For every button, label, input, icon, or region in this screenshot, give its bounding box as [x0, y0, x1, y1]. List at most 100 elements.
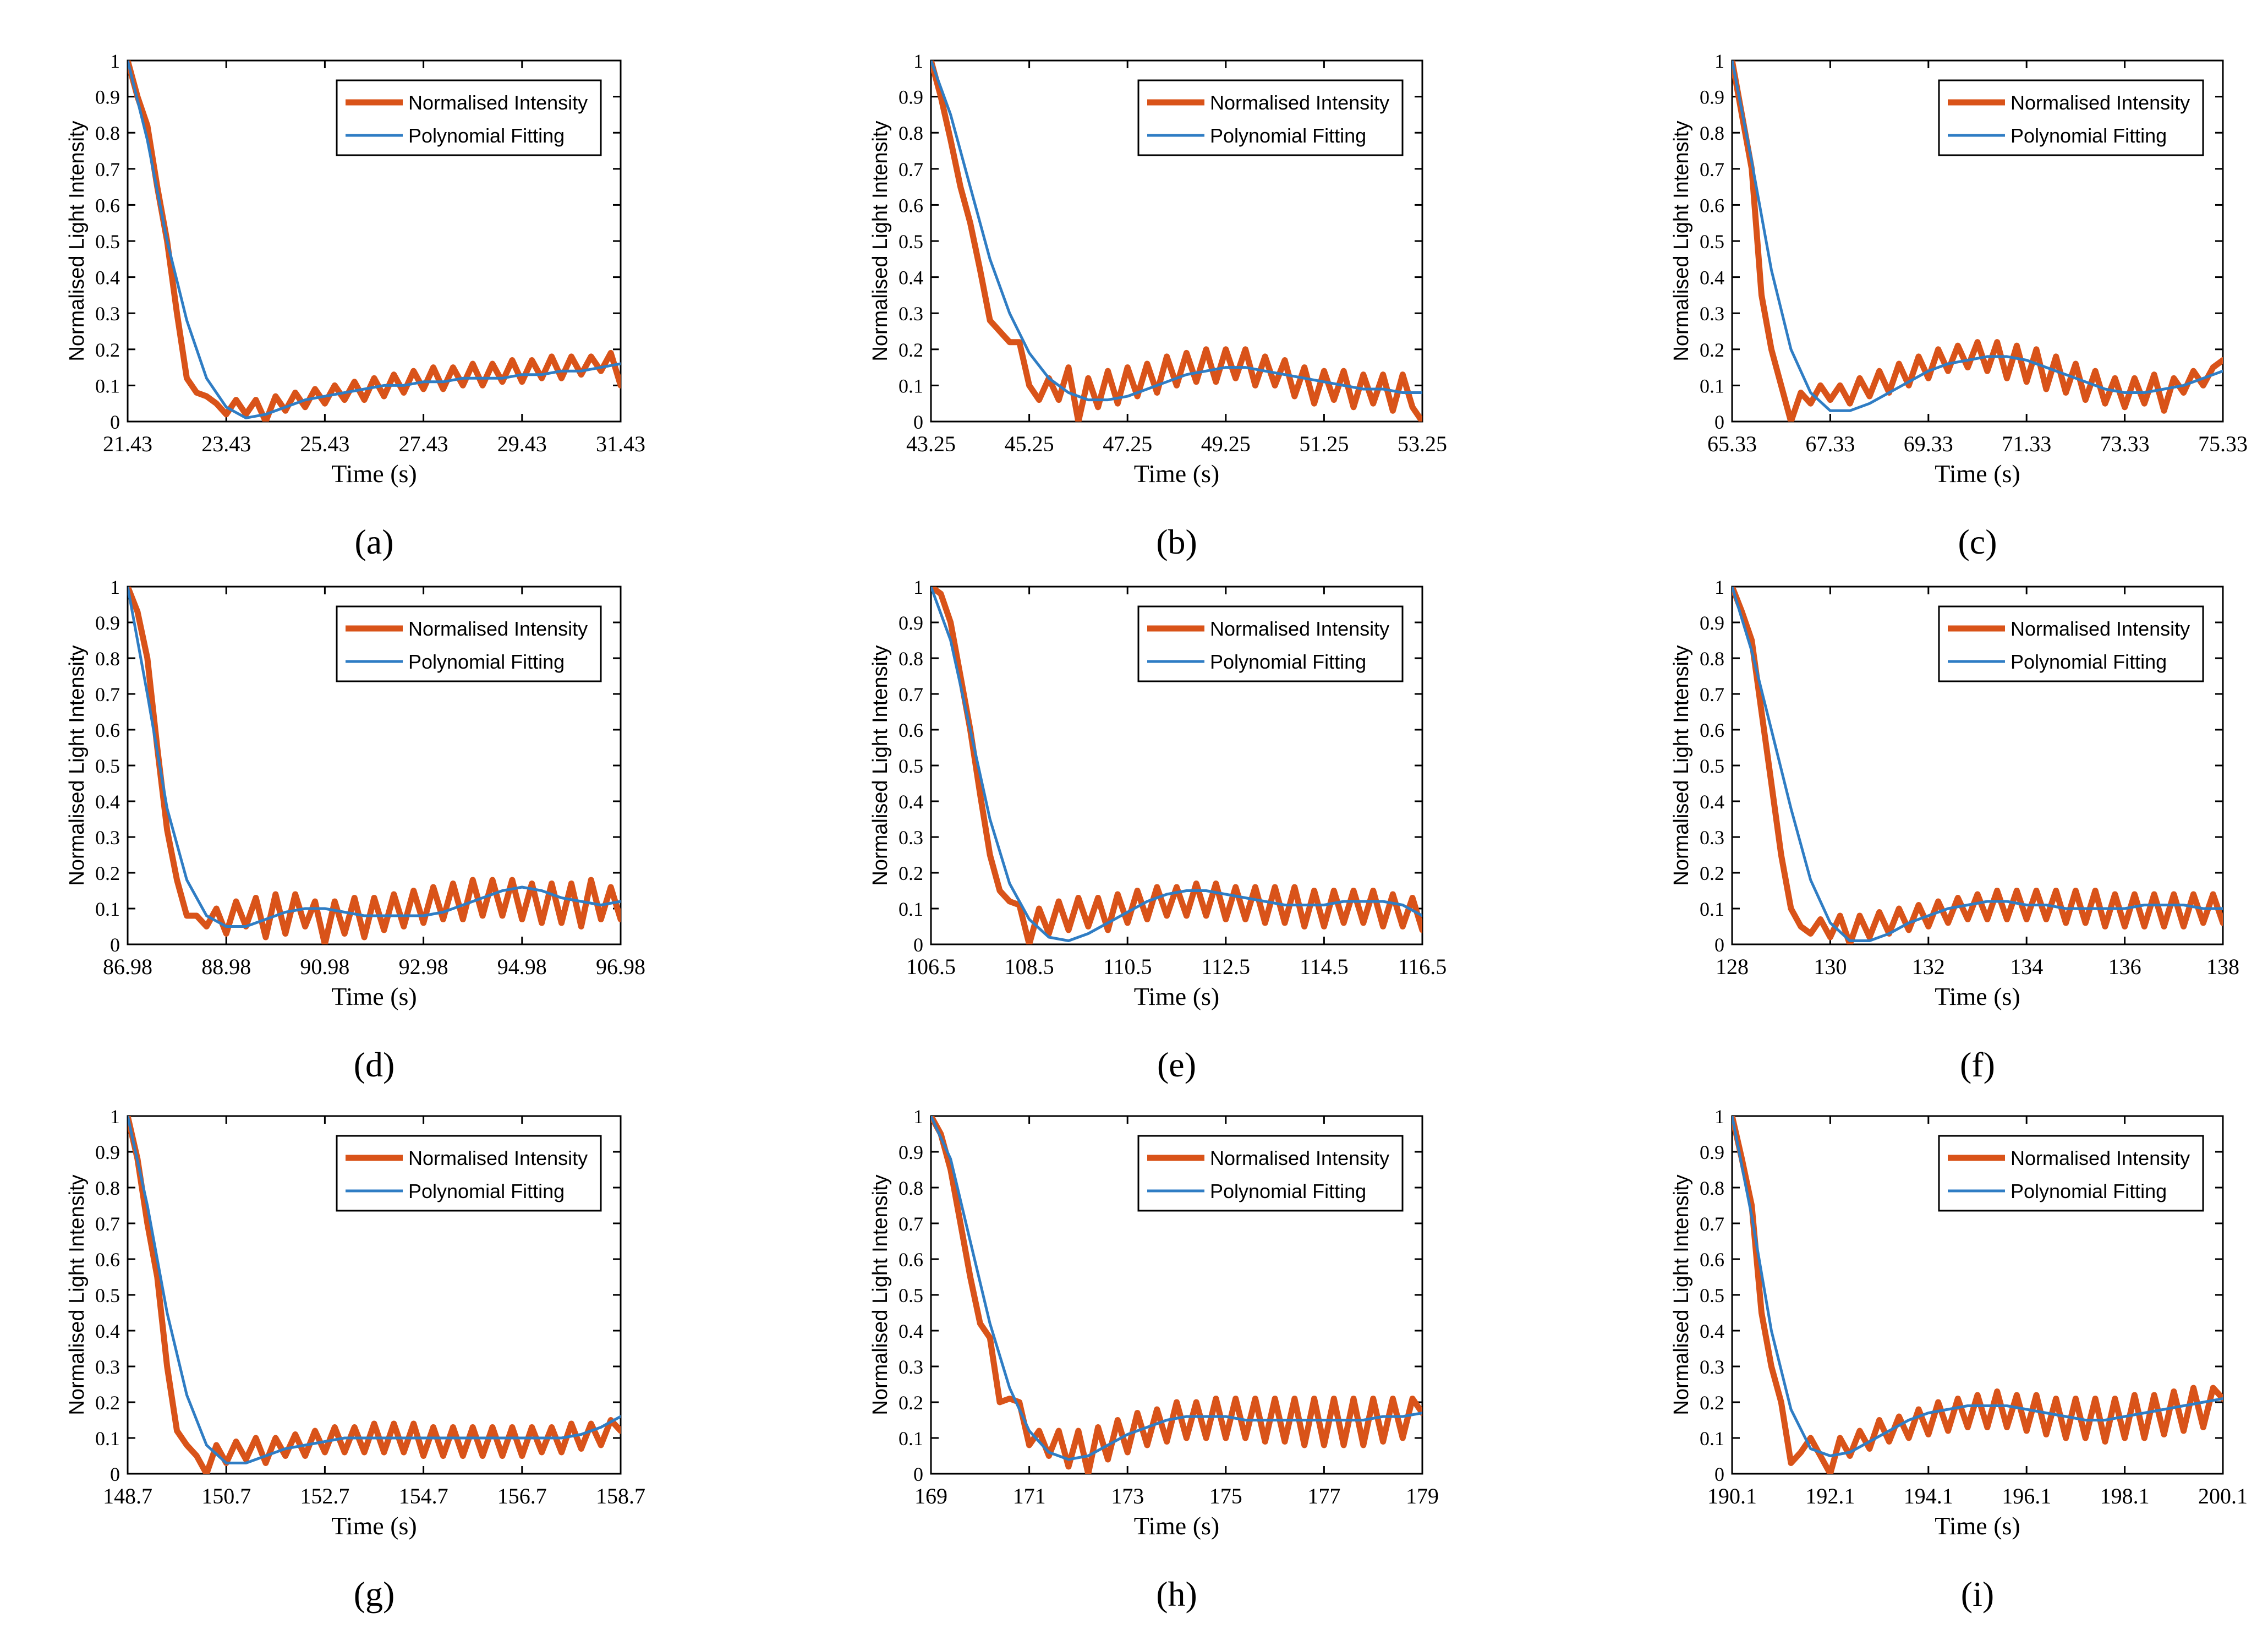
panel-label: (a): [354, 522, 393, 561]
y-tick-label: 1: [110, 1106, 120, 1128]
legend-entry: Polynomial Fitting: [2010, 124, 2167, 147]
polynomial-fitting-line: [931, 587, 1422, 942]
y-tick-label: 0.7: [899, 158, 923, 181]
x-tick-label: 169: [914, 1484, 947, 1508]
chart-panel: 0 0.1 0.2 0.3 0.4 0.5 0.6 0.7 0.8 0.9 1 43.25 45.25 4…: [869, 50, 1447, 561]
y-tick-label: 0.6: [1700, 1249, 1724, 1271]
normalised-intensity-line: [128, 1116, 621, 1474]
x-tick-label: 25.43: [300, 431, 349, 456]
x-tick-label: 116.5: [1398, 954, 1447, 979]
y-tick-label: 0.2: [899, 339, 923, 361]
x-axis-label: Time (s): [331, 460, 417, 488]
y-tick-label: 0.9: [899, 86, 923, 108]
y-tick-label: 0.2: [1700, 339, 1724, 361]
x-axis-label: Time (s): [331, 982, 417, 1010]
legend: Normalised Intensity Polynomial Fitting: [1137, 1135, 1404, 1212]
legend-entry: Polynomial Fitting: [1210, 1180, 1366, 1202]
x-tick-label: 136: [2108, 954, 2141, 979]
x-tick-label: 86.98: [103, 954, 152, 979]
x-tick-label: 94.98: [497, 954, 547, 979]
polynomial-fitting-line: [1732, 1116, 2223, 1457]
y-tick-label: 0: [110, 934, 120, 956]
y-tick-label: 0.5: [1700, 231, 1724, 253]
y-tick-label: 0.7: [95, 158, 120, 181]
y-tick-label: 0.2: [95, 339, 120, 361]
y-tick-label: 0.4: [95, 791, 120, 813]
y-tick-label: 0.4: [1700, 267, 1724, 289]
x-tick-label: 148.7: [103, 1484, 152, 1508]
normalised-intensity-line: [931, 61, 1422, 422]
y-tick-label: 0: [1714, 934, 1724, 956]
x-tick-label: 43.25: [906, 431, 956, 456]
x-tick-label: 67.33: [1805, 431, 1855, 456]
x-tick-label: 29.43: [497, 431, 547, 456]
x-tick-label: 200.1: [2198, 1484, 2248, 1508]
x-tick-label: 175: [1209, 1484, 1242, 1508]
legend: Normalised Intensity Polynomial Fitting: [1137, 79, 1404, 156]
chart-panel: 0 0.1 0.2 0.3 0.4 0.5 0.6 0.7 0.8 0.9 1 169 171 173 17…: [869, 1106, 1439, 1614]
normalised-intensity-line: [931, 1116, 1422, 1474]
x-tick-label: 73.33: [2100, 431, 2150, 456]
y-tick-label: 0: [913, 934, 923, 956]
legend-entry: Normalised Intensity: [408, 617, 588, 640]
y-tick-label: 0.7: [899, 1213, 923, 1235]
y-tick-label: 0.3: [1700, 1356, 1724, 1378]
x-tick-label: 49.25: [1201, 431, 1251, 456]
x-tick-label: 194.1: [1904, 1484, 1953, 1508]
x-axis-label: Time (s): [1935, 460, 2020, 488]
polynomial-fitting-line: [931, 1116, 1422, 1461]
y-tick-label: 0.5: [95, 755, 120, 777]
y-tick-label: 0.9: [1700, 1141, 1724, 1163]
x-tick-label: 152.7: [300, 1484, 349, 1508]
y-tick-label: 0.6: [899, 194, 923, 216]
y-tick-label: 1: [913, 576, 923, 598]
legend-entry: Polynomial Fitting: [408, 1180, 565, 1202]
y-tick-label: 0.4: [1700, 1320, 1724, 1342]
y-tick-label: 0.9: [1700, 612, 1724, 634]
y-tick-label: 0.9: [1700, 86, 1724, 108]
y-tick-label: 0: [1714, 411, 1724, 433]
panel-label: (e): [1157, 1045, 1196, 1084]
y-tick-label: 0.9: [95, 1141, 120, 1163]
x-axis-label: Time (s): [1134, 460, 1220, 488]
chart-panel: 0 0.1 0.2 0.3 0.4 0.5 0.6 0.7 0.8 0.9 1 148.7 150.7 1…: [65, 1106, 645, 1614]
x-tick-label: 196.1: [2002, 1484, 2051, 1508]
legend-entry: Normalised Intensity: [1210, 1147, 1389, 1169]
x-tick-label: 138: [2206, 954, 2239, 979]
y-tick-label: 0.7: [899, 683, 923, 706]
legend-entry: Polynomial Fitting: [2010, 650, 2167, 673]
y-axis-label: Normalised Light Intensity: [869, 645, 892, 885]
y-tick-label: 0: [1714, 1463, 1724, 1485]
x-tick-label: 90.98: [300, 954, 349, 979]
legend-box: [1938, 1135, 2204, 1212]
y-tick-label: 1: [913, 1106, 923, 1128]
y-tick-label: 0.5: [899, 1284, 923, 1306]
x-tick-label: 179: [1406, 1484, 1439, 1508]
y-tick-label: 0.8: [1700, 122, 1724, 144]
polynomial-fitting-line: [931, 61, 1422, 402]
x-tick-label: 177: [1307, 1484, 1340, 1508]
y-tick-label: 0.3: [899, 1356, 923, 1378]
chart-panel: 0 0.1 0.2 0.3 0.4 0.5 0.6 0.7 0.8 0.9 1 21.43 23.43 2…: [65, 50, 645, 561]
x-axis-label: Time (s): [1935, 982, 2020, 1010]
y-tick-label: 0.4: [1700, 791, 1724, 813]
x-tick-label: 192.1: [1805, 1484, 1855, 1508]
y-tick-label: 0.6: [1700, 194, 1724, 216]
x-tick-label: 23.43: [201, 431, 251, 456]
legend-box: [336, 1135, 602, 1212]
y-tick-label: 0.8: [95, 648, 120, 670]
x-tick-label: 31.43: [596, 431, 645, 456]
legend-entry: Polynomial Fitting: [2010, 1180, 2167, 1202]
y-tick-label: 0.6: [899, 1249, 923, 1271]
normalised-intensity-line: [128, 61, 621, 422]
y-tick-label: 0.6: [1700, 719, 1724, 741]
x-tick-label: 173: [1111, 1484, 1144, 1508]
y-axis-label: Normalised Light Intensity: [65, 121, 89, 361]
y-axis-label: Normalised Light Intensity: [1670, 1174, 1693, 1415]
legend-entry: Normalised Intensity: [2010, 1147, 2190, 1169]
y-tick-label: 0.9: [95, 86, 120, 108]
y-tick-label: 0.1: [95, 898, 120, 920]
x-tick-label: 92.98: [399, 954, 448, 979]
y-tick-label: 0.1: [95, 1428, 120, 1450]
